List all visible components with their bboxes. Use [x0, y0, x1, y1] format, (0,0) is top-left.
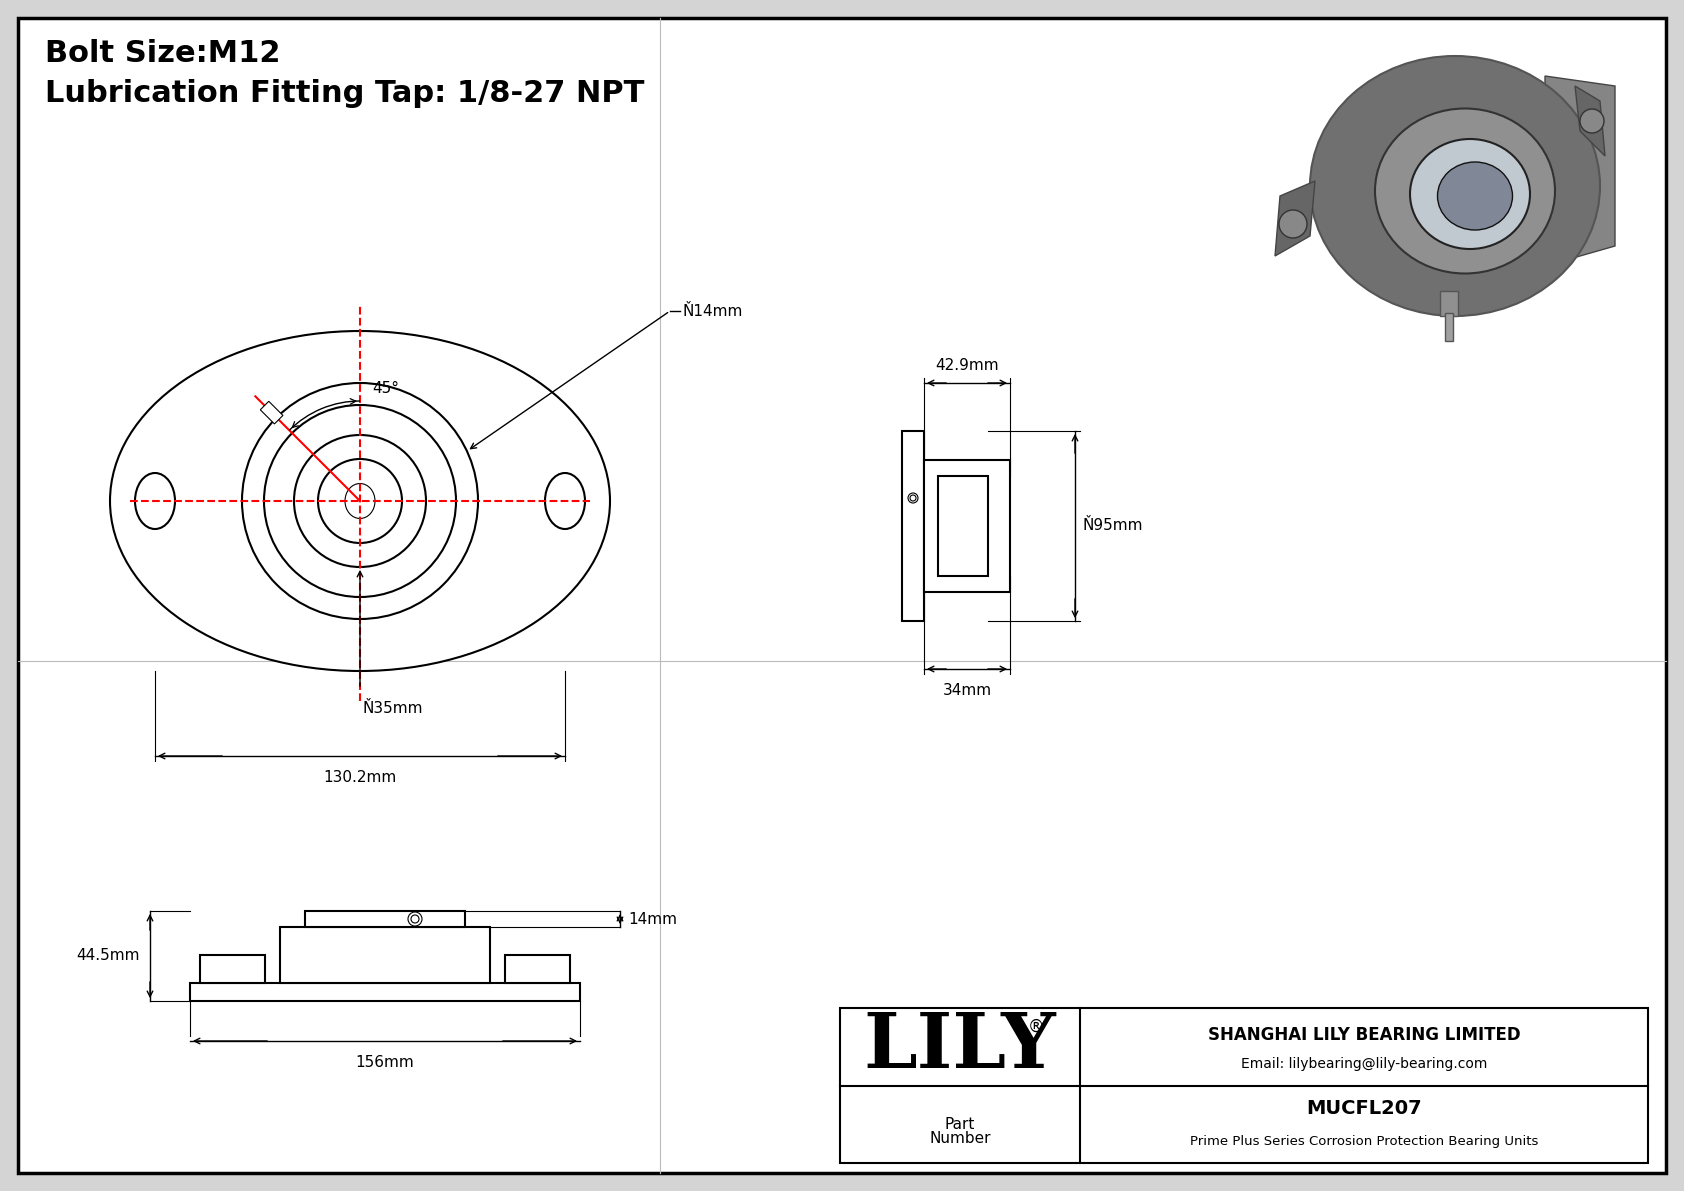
Text: SHANGHAI LILY BEARING LIMITED: SHANGHAI LILY BEARING LIMITED	[1207, 1027, 1521, 1045]
Text: 130.2mm: 130.2mm	[323, 771, 397, 785]
Circle shape	[295, 435, 426, 567]
Text: Bolt Size:M12: Bolt Size:M12	[45, 39, 281, 68]
Ellipse shape	[546, 473, 584, 529]
Text: ®: ®	[1027, 1018, 1044, 1036]
Text: 14mm: 14mm	[628, 911, 677, 927]
Text: 34mm: 34mm	[943, 682, 992, 698]
Text: Ň14mm: Ň14mm	[682, 304, 743, 318]
Bar	[840, 1008, 1649, 1162]
Circle shape	[1580, 110, 1603, 133]
Text: MUCFL207: MUCFL207	[1307, 1099, 1421, 1118]
Ellipse shape	[345, 484, 376, 518]
Ellipse shape	[1376, 108, 1554, 274]
Polygon shape	[1544, 76, 1615, 266]
Ellipse shape	[1438, 162, 1512, 230]
Text: 42.9mm: 42.9mm	[935, 358, 999, 373]
Ellipse shape	[1410, 139, 1531, 249]
Polygon shape	[261, 401, 283, 424]
Circle shape	[909, 495, 916, 501]
Text: 156mm: 156mm	[355, 1055, 414, 1070]
Circle shape	[1280, 210, 1307, 238]
Circle shape	[242, 384, 478, 619]
Bar	[1440, 291, 1458, 316]
Bar	[280, 927, 490, 983]
Circle shape	[408, 912, 423, 925]
Text: Email: lilybearing@lily-bearing.com: Email: lilybearing@lily-bearing.com	[1241, 1056, 1487, 1071]
Bar	[938, 476, 989, 576]
Ellipse shape	[109, 331, 610, 671]
Circle shape	[411, 915, 419, 923]
Text: Ň35mm: Ň35mm	[364, 701, 423, 716]
Text: LILY: LILY	[864, 1010, 1056, 1084]
Text: Part: Part	[945, 1117, 975, 1131]
Text: 45°: 45°	[372, 381, 399, 395]
Text: Number: Number	[930, 1130, 990, 1146]
Text: Lubrication Fitting Tap: 1/8-27 NPT: Lubrication Fitting Tap: 1/8-27 NPT	[45, 79, 645, 108]
Bar	[1445, 313, 1453, 341]
Bar	[305, 911, 465, 927]
Text: Ň95mm: Ň95mm	[1083, 518, 1143, 534]
Polygon shape	[1275, 181, 1315, 256]
Bar	[200, 955, 264, 983]
Bar	[505, 955, 569, 983]
Polygon shape	[1575, 86, 1605, 156]
Bar	[903, 431, 925, 621]
Bar	[925, 460, 1010, 592]
Text: Prime Plus Series Corrosion Protection Bearing Units: Prime Plus Series Corrosion Protection B…	[1191, 1135, 1537, 1148]
Circle shape	[264, 405, 456, 597]
Circle shape	[908, 493, 918, 503]
Bar	[190, 983, 579, 1000]
Ellipse shape	[1310, 56, 1600, 316]
Ellipse shape	[135, 473, 175, 529]
Text: 44.5mm: 44.5mm	[76, 948, 140, 964]
Circle shape	[318, 459, 402, 543]
